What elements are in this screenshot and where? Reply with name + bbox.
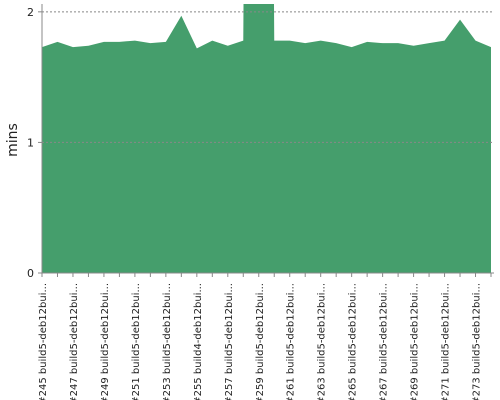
y-tick-label: 0 — [27, 267, 34, 280]
x-tick-label: #253 build5-deb12bui... — [162, 283, 173, 400]
x-tick-label: #247 build5-deb12bui... — [69, 283, 80, 400]
y-tick-label: 1 — [27, 136, 34, 149]
x-tick-label: #263 build5-deb12bui... — [317, 283, 328, 400]
x-tick-label: #257 build5-deb12bui... — [224, 283, 235, 400]
area — [42, 4, 491, 273]
x-tick-label: #273 build5-deb12bui... — [472, 283, 483, 400]
x-tick-label: #249 build5-deb12bui... — [100, 283, 111, 400]
y-axis-label: mins — [5, 123, 21, 157]
x-tick-label: #245 build5-deb12bui... — [38, 283, 49, 400]
x-tick-label: #255 build4-deb12bui... — [193, 283, 204, 400]
x-tick-label: #267 build5-deb12bui... — [379, 283, 390, 400]
y-tick-label: 2 — [27, 6, 34, 19]
x-tick-label: #259 build5-deb12bui... — [255, 283, 266, 400]
x-tick-label: #271 build5-deb12bui... — [441, 283, 452, 400]
x-tick-label: #251 build5-deb12bui... — [131, 283, 142, 400]
x-tick-label: #261 build5-deb12bui... — [286, 283, 297, 400]
x-tick-label: #265 build5-deb12bui... — [348, 283, 359, 400]
x-tick-label: #269 build5-deb12bui... — [410, 283, 421, 400]
